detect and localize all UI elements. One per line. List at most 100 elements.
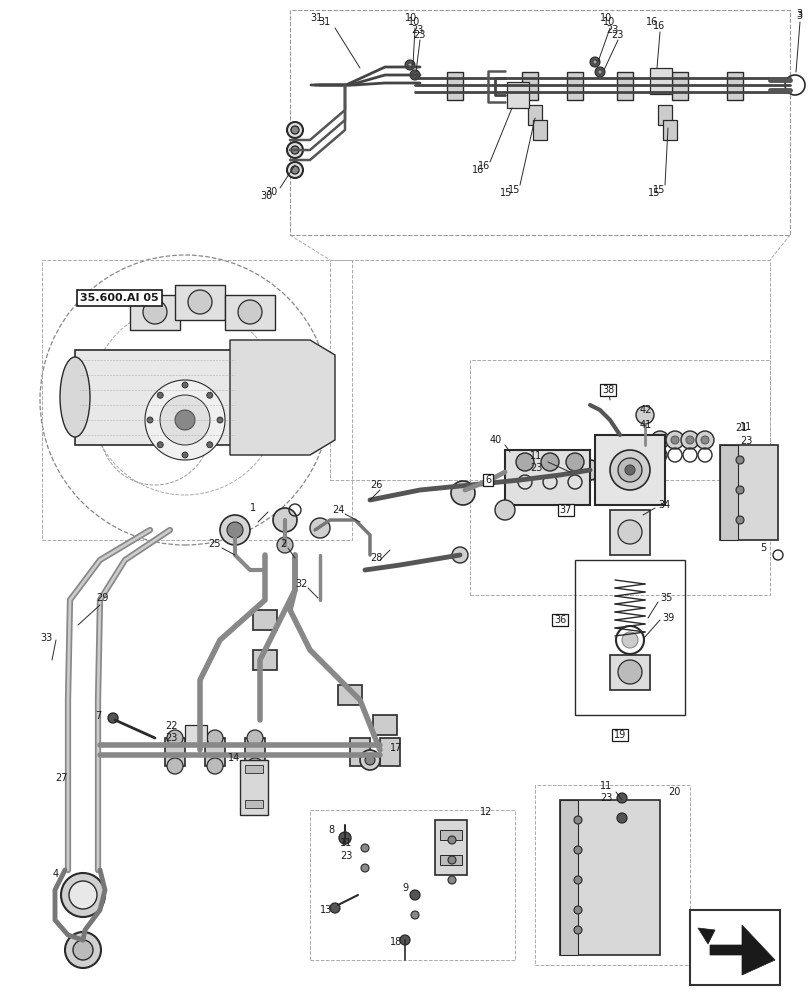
Text: 3: 3 bbox=[795, 9, 801, 19]
Bar bbox=[574, 560, 684, 715]
Text: 10: 10 bbox=[405, 13, 417, 23]
Bar bbox=[649, 68, 672, 94]
Circle shape bbox=[665, 431, 683, 449]
Circle shape bbox=[540, 453, 558, 471]
Circle shape bbox=[609, 450, 649, 490]
Text: 11: 11 bbox=[599, 781, 611, 791]
Text: 39: 39 bbox=[661, 613, 673, 623]
Text: 31: 31 bbox=[310, 13, 322, 23]
Bar bbox=[204, 738, 225, 766]
Text: 23: 23 bbox=[739, 436, 752, 446]
Circle shape bbox=[410, 70, 419, 80]
Bar bbox=[435, 820, 466, 875]
Text: 11: 11 bbox=[739, 422, 751, 432]
Circle shape bbox=[145, 380, 225, 460]
Circle shape bbox=[182, 452, 188, 458]
Circle shape bbox=[207, 730, 223, 746]
Circle shape bbox=[188, 290, 212, 314]
Bar bbox=[521, 72, 538, 100]
Circle shape bbox=[735, 516, 743, 524]
Circle shape bbox=[700, 436, 708, 444]
Text: 14: 14 bbox=[228, 753, 240, 763]
Text: 16: 16 bbox=[471, 165, 483, 175]
Bar bbox=[534, 785, 689, 965]
Bar bbox=[719, 445, 777, 540]
Circle shape bbox=[207, 442, 212, 448]
Bar bbox=[350, 738, 370, 766]
Text: 5: 5 bbox=[759, 543, 766, 553]
Bar bbox=[253, 650, 277, 670]
Circle shape bbox=[290, 166, 298, 174]
Text: 42: 42 bbox=[639, 405, 651, 415]
Text: 23: 23 bbox=[530, 463, 542, 473]
Text: 40: 40 bbox=[489, 435, 502, 445]
Circle shape bbox=[670, 436, 678, 444]
Text: 1: 1 bbox=[250, 503, 255, 513]
Text: 6: 6 bbox=[484, 475, 491, 485]
Ellipse shape bbox=[60, 357, 90, 437]
Bar bbox=[532, 120, 547, 140]
Circle shape bbox=[617, 458, 642, 482]
Text: 32: 32 bbox=[294, 579, 307, 589]
Circle shape bbox=[495, 500, 514, 520]
Text: 41: 41 bbox=[639, 420, 651, 430]
Text: 16: 16 bbox=[478, 161, 490, 171]
Bar bbox=[380, 738, 400, 766]
Circle shape bbox=[108, 713, 118, 723]
Circle shape bbox=[157, 442, 163, 448]
Bar bbox=[689, 910, 779, 985]
Circle shape bbox=[573, 816, 581, 824]
Circle shape bbox=[400, 935, 410, 945]
Text: 21: 21 bbox=[734, 423, 746, 433]
Text: 25: 25 bbox=[208, 539, 221, 549]
Circle shape bbox=[207, 758, 223, 774]
Text: 28: 28 bbox=[370, 553, 382, 563]
Circle shape bbox=[579, 460, 599, 480]
Circle shape bbox=[448, 856, 456, 864]
Circle shape bbox=[361, 864, 368, 872]
Bar bbox=[446, 72, 462, 100]
Circle shape bbox=[290, 146, 298, 154]
Circle shape bbox=[685, 436, 693, 444]
Text: 17: 17 bbox=[389, 743, 402, 753]
Text: 20: 20 bbox=[667, 787, 680, 797]
Text: 7: 7 bbox=[95, 711, 101, 721]
Text: 23: 23 bbox=[165, 733, 177, 743]
Circle shape bbox=[735, 456, 743, 464]
Bar bbox=[245, 738, 264, 766]
Text: 27: 27 bbox=[55, 773, 67, 783]
Text: 15: 15 bbox=[500, 188, 512, 198]
Polygon shape bbox=[709, 925, 774, 975]
Text: 16: 16 bbox=[646, 17, 658, 27]
Circle shape bbox=[73, 940, 93, 960]
Circle shape bbox=[247, 758, 263, 774]
Bar bbox=[594, 435, 664, 505]
Bar bbox=[506, 82, 528, 108]
Text: 31: 31 bbox=[318, 17, 330, 27]
Circle shape bbox=[359, 750, 380, 770]
Bar bbox=[240, 760, 268, 815]
Circle shape bbox=[207, 392, 212, 398]
Circle shape bbox=[277, 537, 293, 553]
Circle shape bbox=[590, 57, 599, 67]
Circle shape bbox=[286, 122, 303, 138]
Circle shape bbox=[592, 60, 596, 64]
Text: 10: 10 bbox=[599, 13, 611, 23]
Circle shape bbox=[695, 431, 713, 449]
Text: 24: 24 bbox=[332, 505, 344, 515]
Bar bbox=[616, 72, 633, 100]
Polygon shape bbox=[230, 340, 335, 455]
Text: 34: 34 bbox=[657, 500, 669, 510]
Bar bbox=[504, 450, 590, 505]
Text: 30: 30 bbox=[264, 187, 277, 197]
Circle shape bbox=[573, 926, 581, 934]
Bar bbox=[440, 855, 461, 865]
Circle shape bbox=[616, 813, 626, 823]
Circle shape bbox=[238, 300, 262, 324]
Circle shape bbox=[573, 876, 581, 884]
Text: 29: 29 bbox=[96, 593, 108, 603]
Text: 3: 3 bbox=[795, 11, 801, 21]
Text: 26: 26 bbox=[370, 480, 382, 490]
Circle shape bbox=[650, 431, 668, 449]
Circle shape bbox=[338, 832, 350, 844]
